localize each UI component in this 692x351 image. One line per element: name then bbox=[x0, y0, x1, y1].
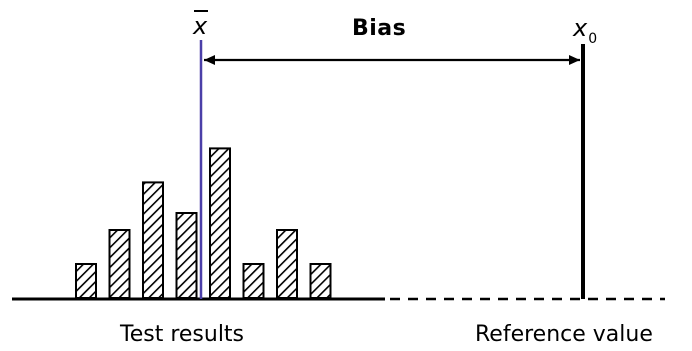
reference-symbol-subscript: 0 bbox=[588, 31, 598, 47]
histogram-bar bbox=[242, 263, 265, 299]
reference-symbol: x0 bbox=[573, 14, 597, 47]
histogram-bar bbox=[142, 181, 164, 299]
histogram-bar bbox=[276, 229, 298, 299]
mean-symbol: x bbox=[193, 12, 208, 40]
histogram-bar bbox=[75, 263, 97, 299]
reference-value-caption: Reference value bbox=[475, 322, 653, 347]
histogram-bar bbox=[209, 147, 231, 299]
mean-overbar bbox=[194, 10, 208, 12]
histogram-bar bbox=[108, 229, 131, 299]
histogram-bar bbox=[309, 263, 332, 299]
reference-symbol-letter: x bbox=[573, 14, 588, 42]
histogram-bars bbox=[75, 147, 332, 299]
bias-label: Bias bbox=[352, 16, 407, 41]
histogram-bar bbox=[175, 212, 198, 299]
test-results-caption: Test results bbox=[120, 322, 245, 347]
